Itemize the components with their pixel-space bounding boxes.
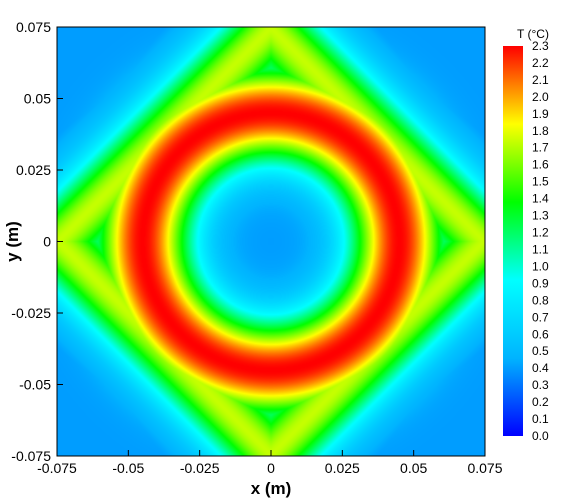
plot-border — [56, 26, 486, 457]
colorbar-tick-label: 0.5 — [532, 344, 549, 358]
x-tick-label: 0.025 — [325, 460, 360, 476]
colorbar-title: T (°C) — [517, 27, 549, 41]
y-tick-label: -0.025 — [11, 305, 51, 321]
colorbar-tick-label: 2.3 — [532, 39, 549, 53]
x-tick-label: 0 — [267, 460, 275, 476]
temperature-heatmap — [57, 27, 485, 456]
colorbar-tick-label: 0.1 — [532, 412, 549, 426]
colorbar-tick-label: 2.1 — [532, 73, 549, 87]
y-tick-label: -0.05 — [19, 377, 51, 393]
colorbar-tick-label: 1.5 — [532, 175, 549, 189]
colorbar-tick-label: 1.2 — [532, 226, 549, 240]
colorbar-tick-label: 0.2 — [532, 395, 549, 409]
y-axis: -0.075 -0.05 -0.025 0 0.025 0.05 0.075 — [11, 19, 63, 464]
colorbar-tick-label: 1.1 — [532, 242, 549, 256]
y-tick-label: 0.05 — [24, 91, 51, 107]
y-tick-label: 0.075 — [16, 19, 51, 35]
y-tick-label: 0 — [43, 234, 51, 250]
colorbar-tick-label: 0.0 — [532, 429, 549, 443]
x-tick-label: -0.075 — [37, 460, 77, 476]
colorbar-tick-label: 1.7 — [532, 141, 549, 155]
colorbar-tick-label: 0.6 — [532, 327, 549, 341]
colorbar-tick-label: 1.6 — [532, 158, 549, 172]
colorbar-tick-label: 0.8 — [532, 293, 549, 307]
colorbar: T (°C) 0.0 0.1 0.2 0.3 0.4 0.5 0.6 0.7 0.8 0.9 1.0… — [503, 27, 549, 443]
plot-area — [56, 26, 486, 457]
colorbar-tick-label: 0.9 — [532, 276, 549, 290]
colorbar-tick-label: 0.3 — [532, 378, 549, 392]
colorbar-tick-label: 1.4 — [532, 192, 549, 206]
colorbar-ticks: 0.0 0.1 0.2 0.3 0.4 0.5 0.6 0.7 0.8 0.9 1.0 1.1 1.2 1… — [532, 39, 549, 443]
x-tick-label: -0.05 — [112, 460, 144, 476]
x-tick-label: 0.05 — [400, 460, 427, 476]
y-axis-title: y (m) — [3, 221, 22, 262]
colorbar-gradient — [503, 46, 523, 436]
colorbar-tick-label: 1.0 — [532, 259, 549, 273]
x-tick-label: 0.075 — [467, 460, 502, 476]
colorbar-tick-label: 2.2 — [532, 56, 549, 70]
colorbar-tick-label: 1.3 — [532, 209, 549, 223]
x-axis-title: x (m) — [251, 479, 292, 498]
colorbar-tick-label: 2.0 — [532, 90, 549, 104]
x-tick-label: -0.025 — [180, 460, 220, 476]
y-tick-label: 0.025 — [16, 162, 51, 178]
colorbar-tick-label: 1.9 — [532, 107, 549, 121]
y-tick-label: -0.075 — [11, 448, 51, 464]
x-axis: -0.075 -0.05 -0.025 0 0.025 0.05 0.075 — [37, 450, 503, 476]
colorbar-tick-label: 1.8 — [532, 124, 549, 138]
colorbar-tick-label: 0.7 — [532, 310, 549, 324]
colorbar-tick-label: 0.4 — [532, 361, 549, 375]
